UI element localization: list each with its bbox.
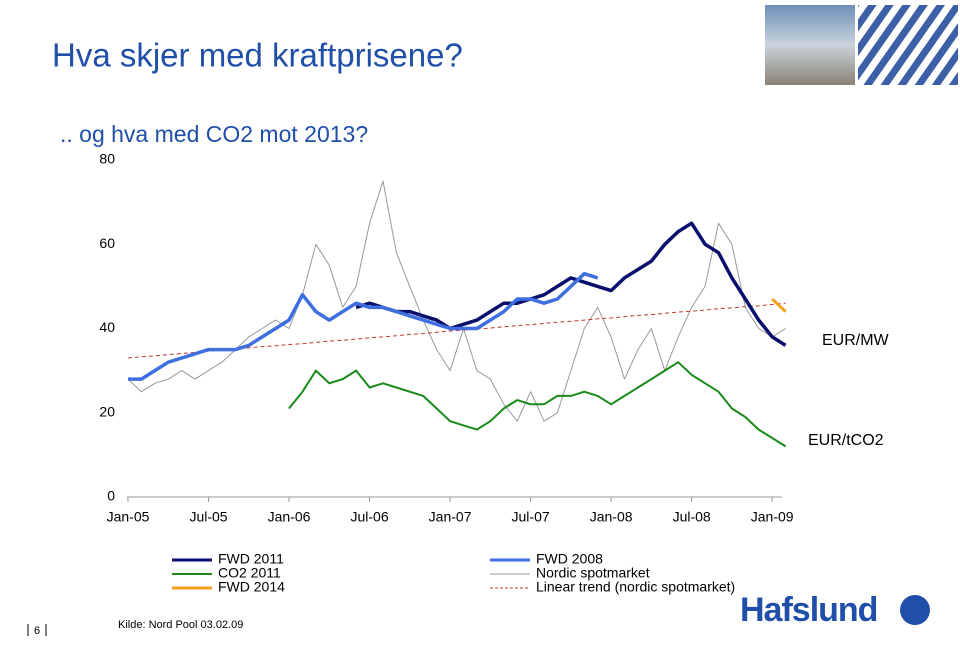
x-tick-label: Jul-08 <box>673 509 711 525</box>
legend-label: CO2 2011 <box>218 565 281 581</box>
y-tick-label: 0 <box>107 488 115 504</box>
y-tick-label: 40 <box>99 319 115 335</box>
logo: Hafslund <box>740 591 877 629</box>
y-tick-label: 60 <box>99 235 115 251</box>
page-number: 6 <box>34 625 40 637</box>
x-tick-label: Jan-07 <box>429 509 472 525</box>
legend-label: FWD 2008 <box>536 551 603 567</box>
x-tick-label: Jan-09 <box>751 509 794 525</box>
series-line <box>128 271 599 381</box>
x-tick-label: Jan-06 <box>268 509 311 525</box>
stripes <box>858 5 958 85</box>
x-tick-label: Jul-05 <box>189 509 227 525</box>
x-tick-label: Jan-05 <box>107 509 150 525</box>
legend-label: Linear trend (nordic spotmarket) <box>536 579 735 595</box>
x-tick-label: Jul-07 <box>512 509 550 525</box>
series-line <box>288 361 787 448</box>
series-line <box>127 180 786 422</box>
y-tick-label: 20 <box>99 403 115 419</box>
subtitle: .. og hva med CO2 mot 2013? <box>60 121 368 147</box>
photo <box>765 5 855 85</box>
x-tick-label: Jul-06 <box>350 509 388 525</box>
logo-mark <box>900 595 930 625</box>
y-tick-label: 80 <box>99 151 115 167</box>
series-line <box>771 297 787 313</box>
source: Kilde: Nord Pool 03.02.09 <box>118 619 243 631</box>
title: Hva skjer med kraftprisene? <box>52 37 463 74</box>
legend-label: FWD 2011 <box>218 551 284 567</box>
series-line <box>355 221 787 347</box>
x-tick-label: Jan-08 <box>590 509 633 525</box>
series-line <box>127 302 786 359</box>
unit-label: EUR/tCO2 <box>808 432 884 449</box>
legend-label: FWD 2014 <box>218 579 285 595</box>
unit-label: EUR/MW <box>822 332 890 349</box>
legend-label: Nordic spotmarket <box>536 565 650 581</box>
